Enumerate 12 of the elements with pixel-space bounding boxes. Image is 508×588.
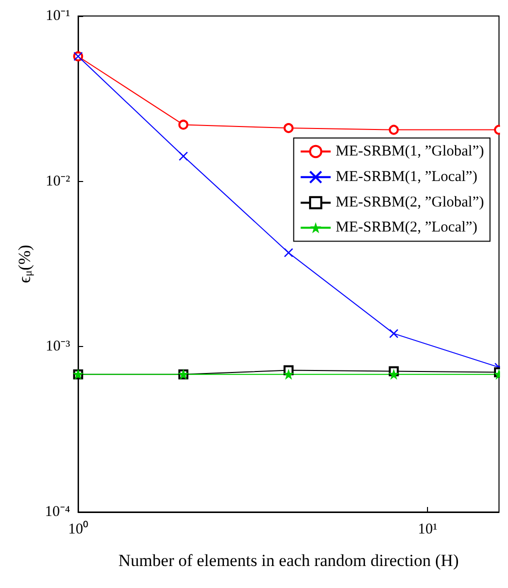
x-axis-title: Number of elements in each random direction (H) [118, 551, 459, 570]
y-tick-label: 10⁻³ [46, 338, 71, 355]
y-tick-label: 10⁻² [46, 173, 71, 190]
x-tick-label: 10¹ [418, 522, 438, 538]
legend-label: ME-SRBM(2, ”Global”) [336, 194, 484, 211]
y-tick-label: 10⁻¹ [46, 8, 70, 24]
x-tick-label: 10⁰ [68, 520, 88, 538]
y-axis-title: ϵμ(%) [15, 244, 34, 284]
legend-label: ME-SRBM(2, ”Local”) [336, 220, 478, 236]
y-tick-label: 10⁻⁴ [44, 504, 70, 520]
legend-label: ME-SRBM(1, ”Global”) [336, 144, 484, 160]
legend-label: ME-SRBM(1, ”Local”) [336, 169, 478, 186]
